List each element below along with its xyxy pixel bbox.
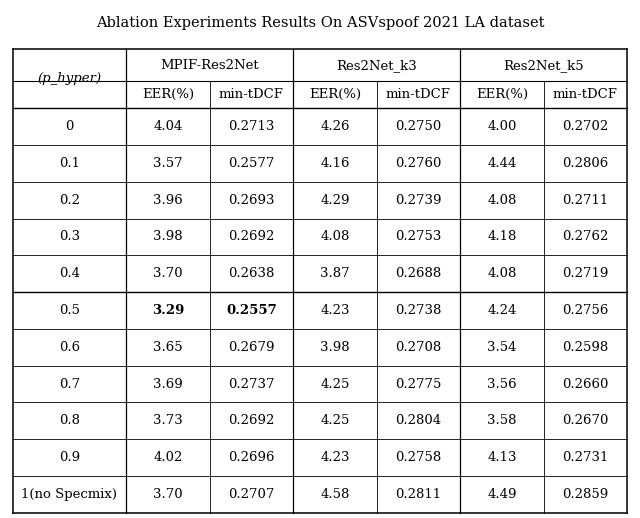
Text: 0.2713: 0.2713 xyxy=(228,120,275,133)
Text: 1(no Specmix): 1(no Specmix) xyxy=(21,488,117,501)
Text: 3.69: 3.69 xyxy=(153,378,182,391)
Text: 4.25: 4.25 xyxy=(320,414,349,427)
Text: 4.25: 4.25 xyxy=(320,378,349,391)
Text: 4.49: 4.49 xyxy=(487,488,516,501)
Text: EER(%): EER(%) xyxy=(476,88,528,102)
Text: 3.57: 3.57 xyxy=(153,157,182,170)
Text: 0.2638: 0.2638 xyxy=(228,267,275,280)
Text: 3.98: 3.98 xyxy=(320,341,349,354)
Text: 0.2577: 0.2577 xyxy=(228,157,275,170)
Text: 0.2750: 0.2750 xyxy=(396,120,442,133)
Text: 4.18: 4.18 xyxy=(487,231,516,243)
Text: 0.8: 0.8 xyxy=(59,414,80,427)
Text: 0.2557: 0.2557 xyxy=(226,304,276,317)
Text: EER(%): EER(%) xyxy=(141,88,194,102)
Text: 0.1: 0.1 xyxy=(59,157,80,170)
Text: 0.2707: 0.2707 xyxy=(228,488,275,501)
Text: 3.29: 3.29 xyxy=(152,304,184,317)
Text: 3.54: 3.54 xyxy=(487,341,516,354)
Text: 0.3: 0.3 xyxy=(59,231,80,243)
Text: 0.2737: 0.2737 xyxy=(228,378,275,391)
Text: 0.2739: 0.2739 xyxy=(395,194,442,207)
Text: 3.70: 3.70 xyxy=(153,267,182,280)
Text: min-tDCF: min-tDCF xyxy=(553,88,618,102)
Text: 0.4: 0.4 xyxy=(59,267,80,280)
Text: 0.2762: 0.2762 xyxy=(563,231,609,243)
Text: 4.08: 4.08 xyxy=(487,194,516,207)
Text: 0.2753: 0.2753 xyxy=(396,231,442,243)
Text: 3.73: 3.73 xyxy=(153,414,182,427)
Text: 4.26: 4.26 xyxy=(320,120,349,133)
Text: 0: 0 xyxy=(65,120,74,133)
Text: min-tDCF: min-tDCF xyxy=(219,88,284,102)
Text: 0.2804: 0.2804 xyxy=(396,414,442,427)
Text: 3.56: 3.56 xyxy=(487,378,516,391)
Text: 0.2692: 0.2692 xyxy=(228,414,275,427)
Text: 0.2760: 0.2760 xyxy=(396,157,442,170)
Text: 0.5: 0.5 xyxy=(59,304,80,317)
Text: 0.2859: 0.2859 xyxy=(563,488,609,501)
Text: 4.02: 4.02 xyxy=(153,451,182,464)
Text: 4.08: 4.08 xyxy=(487,267,516,280)
Text: 4.13: 4.13 xyxy=(487,451,516,464)
Text: 3.58: 3.58 xyxy=(487,414,516,427)
Text: 0.7: 0.7 xyxy=(59,378,80,391)
Text: 4.29: 4.29 xyxy=(320,194,349,207)
Text: 0.2811: 0.2811 xyxy=(396,488,442,501)
Text: 0.2702: 0.2702 xyxy=(563,120,609,133)
Text: 0.2692: 0.2692 xyxy=(228,231,275,243)
Text: 0.2756: 0.2756 xyxy=(563,304,609,317)
Text: MPIF-Res2Net: MPIF-Res2Net xyxy=(160,59,259,72)
Text: 0.2670: 0.2670 xyxy=(563,414,609,427)
Text: 4.58: 4.58 xyxy=(320,488,349,501)
Text: 0.2598: 0.2598 xyxy=(563,341,609,354)
Text: 4.16: 4.16 xyxy=(320,157,349,170)
Text: 0.6: 0.6 xyxy=(59,341,80,354)
Text: 4.04: 4.04 xyxy=(153,120,182,133)
Text: 4.23: 4.23 xyxy=(320,451,349,464)
Text: 4.00: 4.00 xyxy=(487,120,516,133)
Text: 0.2731: 0.2731 xyxy=(563,451,609,464)
Text: 0.2806: 0.2806 xyxy=(563,157,609,170)
Text: 0.2719: 0.2719 xyxy=(563,267,609,280)
Text: 0.2693: 0.2693 xyxy=(228,194,275,207)
Text: 0.2738: 0.2738 xyxy=(396,304,442,317)
Text: 0.2696: 0.2696 xyxy=(228,451,275,464)
Text: 4.44: 4.44 xyxy=(487,157,516,170)
Text: 3.65: 3.65 xyxy=(153,341,182,354)
Text: 0.2775: 0.2775 xyxy=(396,378,442,391)
Text: 0.9: 0.9 xyxy=(59,451,80,464)
Text: min-tDCF: min-tDCF xyxy=(386,88,451,102)
Text: 3.87: 3.87 xyxy=(320,267,349,280)
Text: 3.98: 3.98 xyxy=(153,231,182,243)
Text: Res2Net_k3: Res2Net_k3 xyxy=(336,59,417,72)
Text: 0.2679: 0.2679 xyxy=(228,341,275,354)
Text: 4.08: 4.08 xyxy=(320,231,349,243)
Text: 4.23: 4.23 xyxy=(320,304,349,317)
Text: 0.2708: 0.2708 xyxy=(396,341,442,354)
Text: 0.2758: 0.2758 xyxy=(396,451,442,464)
Text: 0.2688: 0.2688 xyxy=(396,267,442,280)
Text: 3.70: 3.70 xyxy=(153,488,182,501)
Text: 0.2660: 0.2660 xyxy=(563,378,609,391)
Text: 0.2: 0.2 xyxy=(59,194,80,207)
Text: Res2Net_k5: Res2Net_k5 xyxy=(504,59,584,72)
Text: 4.24: 4.24 xyxy=(487,304,516,317)
Text: EER(%): EER(%) xyxy=(309,88,361,102)
Text: 0.2711: 0.2711 xyxy=(563,194,609,207)
Text: 3.96: 3.96 xyxy=(153,194,182,207)
Text: Ablation Experiments Results On ASVspoof 2021 LA dataset: Ablation Experiments Results On ASVspoof… xyxy=(96,16,544,31)
Text: (p_hyper): (p_hyper) xyxy=(37,72,102,85)
